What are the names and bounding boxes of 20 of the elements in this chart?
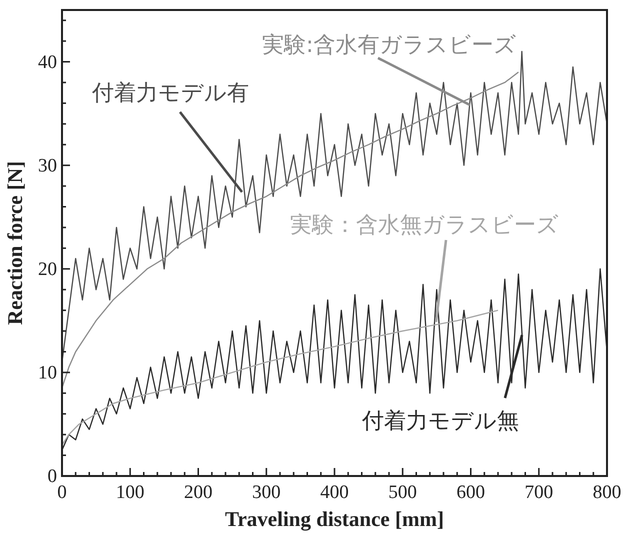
x-tick-label: 800 <box>592 482 622 503</box>
x-tick-label: 700 <box>524 482 554 503</box>
y-tick-label: 20 <box>38 258 57 280</box>
series-label: 付着力モデル有 <box>91 81 249 106</box>
y-axis-title: Reaction force [N] <box>3 160 27 326</box>
y-tick-label: 30 <box>38 155 57 176</box>
x-tick-label: 500 <box>388 482 417 503</box>
series-label: 付着力モデル無 <box>361 409 519 434</box>
text: 実験：含水無ガラスビーズ <box>290 213 559 238</box>
x-tick-label: 200 <box>184 482 212 503</box>
y-tick-label: 10 <box>38 362 57 384</box>
line-series <box>61 310 499 446</box>
x-tick-label: 100 <box>116 482 144 503</box>
x-tick-label: 400 <box>320 482 349 503</box>
y-tick-label: 0 <box>48 466 57 487</box>
series-label: 実験:含水有ガラスビーズ <box>262 33 516 58</box>
x-tick-label: 600 <box>456 482 485 503</box>
x-tick-label: 300 <box>252 482 281 503</box>
x-axis-title: Traveling distance [mm] <box>225 507 444 531</box>
y-tick-label: 40 <box>38 52 57 73</box>
